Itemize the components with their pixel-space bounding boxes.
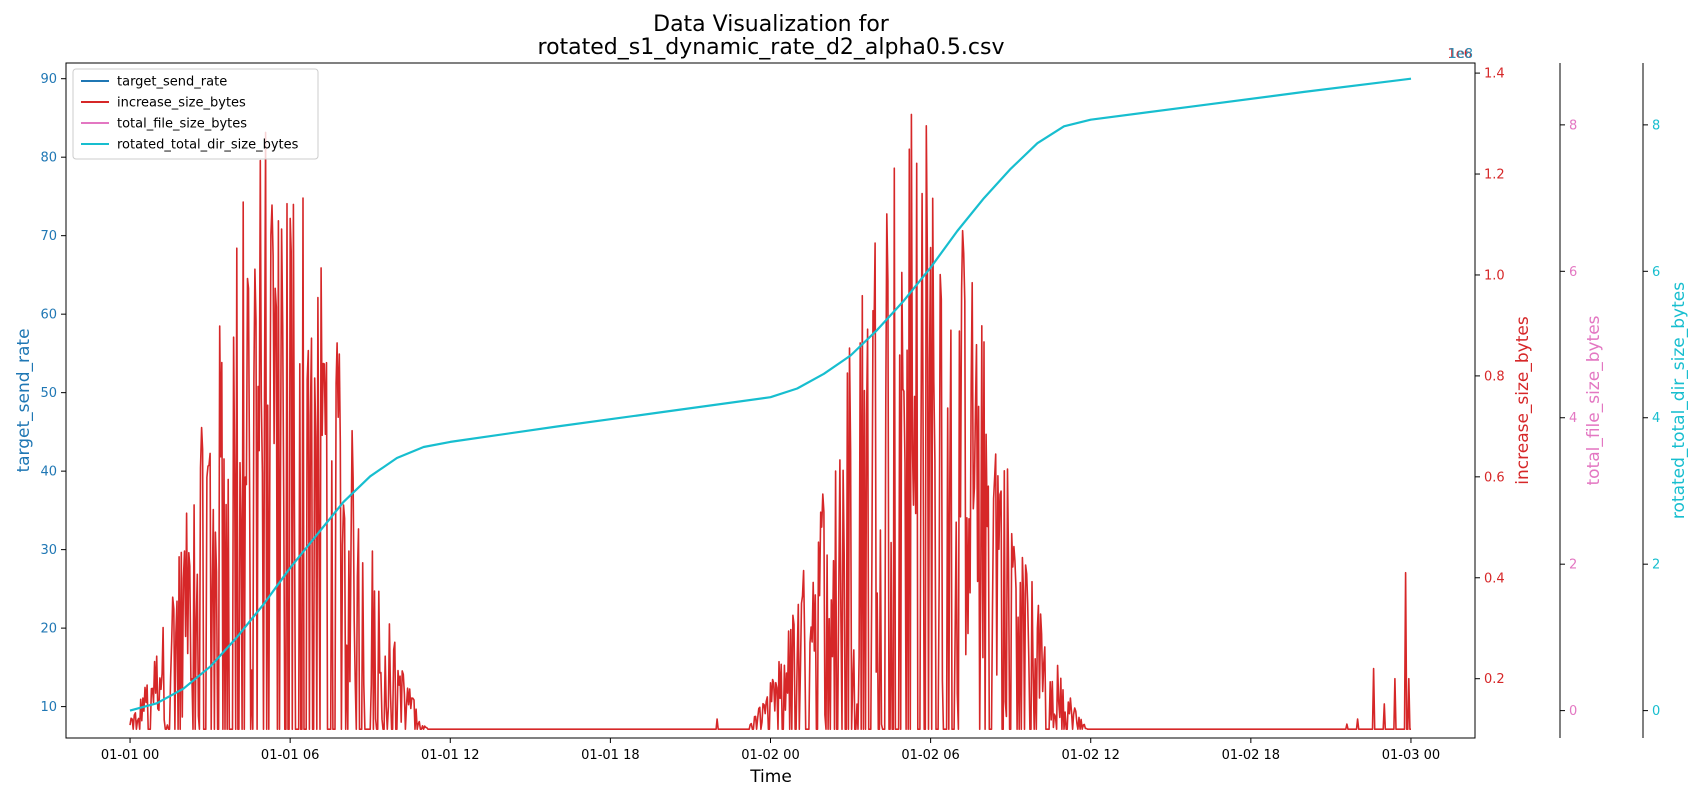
chart-title-line2: rotated_s1_dynamic_rate_d2_alpha0.5.csv	[538, 35, 1005, 60]
right-y-axis-title: increase_size_bytes	[1513, 316, 1533, 485]
left-y-tick-label: 20	[40, 622, 57, 637]
right-y-tick-label: 0.4	[1484, 571, 1505, 586]
x-tick-label: 01-01 00	[101, 748, 159, 763]
right-y-tick-label: 0.8	[1484, 369, 1505, 384]
series-line-increase-size-bytes	[129, 113, 1411, 730]
rotated-dir-offset-text: 1e8	[1448, 47, 1473, 62]
right-y-tick-label: 1.4	[1484, 67, 1505, 82]
left-y-tick-label: 90	[40, 72, 57, 87]
x-tick-label: 01-01 18	[581, 748, 639, 763]
left-y-tick-label: 70	[40, 229, 57, 244]
total-file-tick-label: 6	[1569, 265, 1577, 280]
axes-layer: 01-01 00 01-01 06 01-01 12 01-01 18 01-02 00…	[14, 47, 1689, 763]
right-y-tick-label: 1.2	[1484, 168, 1505, 183]
x-tick-label: 01-03 00	[1382, 748, 1440, 763]
x-tick-label: 01-01 12	[421, 748, 479, 763]
left-y-tick-label: 10	[40, 700, 57, 715]
chart-title-line1: Data Visualization for	[653, 12, 890, 37]
total-file-tick-label: 8	[1569, 118, 1577, 133]
legend-label: target_send_rate	[117, 75, 227, 90]
x-tick-label: 01-02 12	[1062, 748, 1120, 763]
right-y-tick-label: 0.2	[1484, 672, 1505, 687]
right-y-tick-label: 1.0	[1484, 268, 1505, 283]
left-y-tick-label: 30	[40, 543, 57, 558]
left-y-tick-label: 80	[40, 151, 57, 166]
plot-layer	[129, 77, 1412, 730]
left-y-tick-label: 50	[40, 386, 57, 401]
legend-box	[72, 68, 319, 160]
rotated-dir-tick-label: 8	[1652, 118, 1660, 133]
legend-label: total_file_size_bytes	[117, 117, 247, 132]
series-line-rotated-total-dir-size-bytes	[129, 77, 1412, 712]
legend-label: rotated_total_dir_size_bytes	[117, 138, 299, 153]
left-y-axis-title: target_send_rate	[14, 328, 34, 472]
right-y-tick-label: 0.6	[1484, 470, 1505, 485]
total-file-tick-label: 2	[1569, 558, 1577, 573]
increase-size-offset-text: 1e6	[1447, 47, 1472, 62]
rotated-dir-tick-label: 6	[1652, 265, 1660, 280]
rotated-dir-tick-label: 4	[1652, 411, 1660, 426]
x-tick-label: 01-02 18	[1222, 748, 1280, 763]
legend-label: increase_size_bytes	[117, 96, 246, 111]
total-file-tick-label: 4	[1569, 411, 1577, 426]
left-y-tick-label: 60	[40, 308, 57, 323]
left-y-tick-label: 40	[40, 465, 57, 480]
x-tick-label: 01-02 00	[741, 748, 799, 763]
x-tick-label: 01-01 06	[261, 748, 319, 763]
total-file-axis-title: total_file_size_bytes	[1584, 315, 1604, 485]
x-axis-title: Time	[749, 767, 792, 787]
x-tick-label: 01-02 06	[901, 748, 959, 763]
rotated-dir-tick-label: 0	[1652, 704, 1660, 719]
rotated-dir-tick-label: 2	[1652, 558, 1660, 573]
total-file-tick-label: 0	[1569, 704, 1577, 719]
legend: target_send_rate increase_size_bytestotal…	[72, 68, 319, 160]
rotated-dir-axis-title: rotated_total_dir_size_bytes	[1669, 282, 1689, 519]
